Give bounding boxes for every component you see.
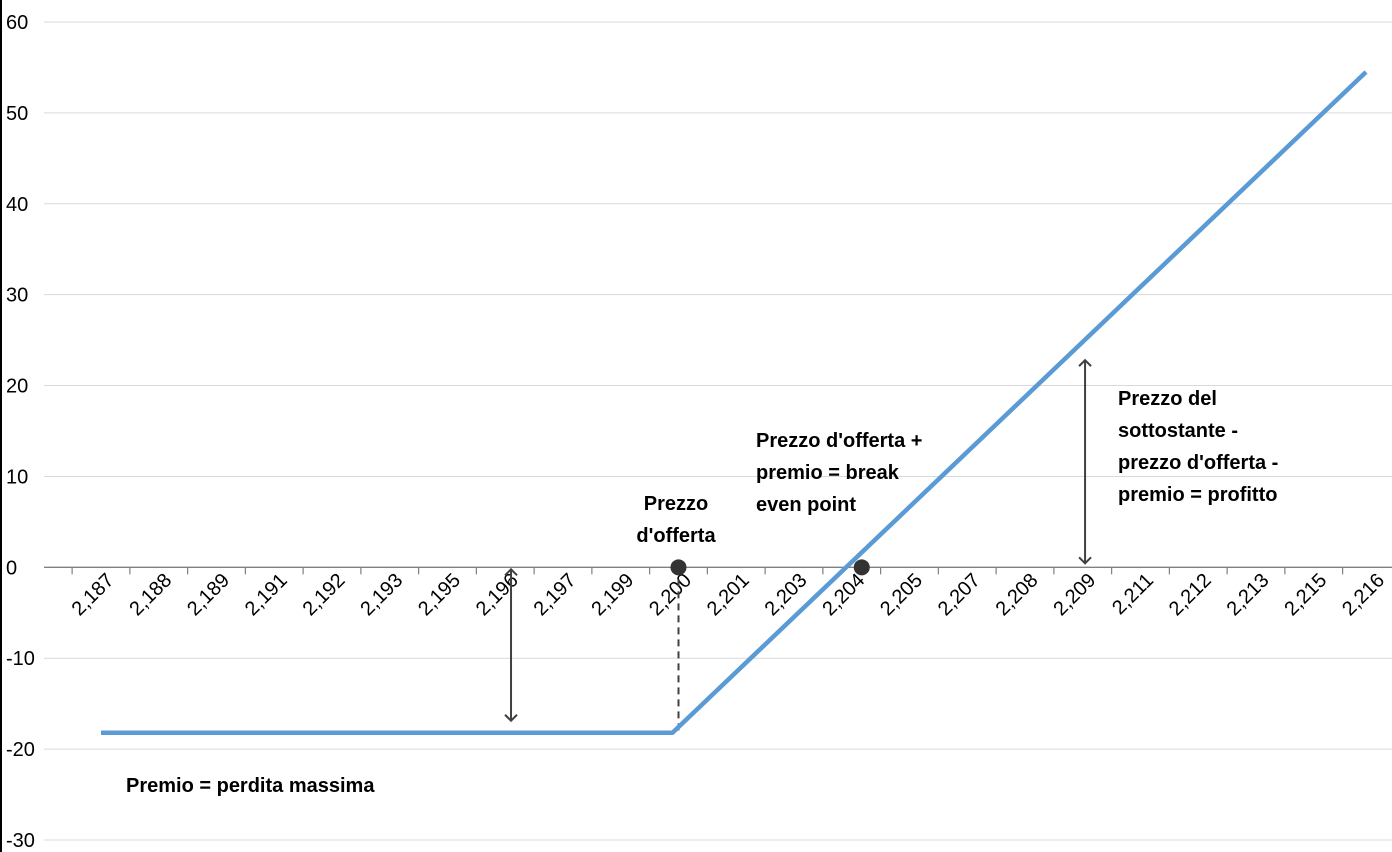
annotation-profit: Prezzo del sottostante - prezzo d'offerta …: [1118, 388, 1278, 506]
annotation-max-loss-line: Premio = perdita massima: [126, 775, 375, 797]
annotation-strike-line: d'offerta: [636, 525, 716, 547]
break-even-marker: [853, 559, 870, 576]
annotation-profit-line: sottostante -: [1118, 420, 1238, 442]
series-line-0: [101, 70, 1368, 736]
annotation-strike-line: Prezzo: [644, 493, 708, 515]
annotation-strike: Prezzo d'offerta: [636, 493, 716, 547]
strike-marker: [670, 559, 687, 576]
y-tick-label: 0: [6, 557, 17, 579]
marker-layer: [670, 559, 870, 576]
y-tick-label: 40: [6, 194, 28, 216]
y-tick-label: 60: [6, 12, 28, 34]
annotation-profit-line: premio = profitto: [1118, 484, 1277, 506]
annotation-break-even-line: premio = break: [756, 462, 900, 484]
y-tick-label: 30: [6, 285, 28, 307]
annotation-profit-line: prezzo d'offerta -: [1118, 452, 1278, 474]
y-tick-label: 10: [6, 466, 28, 488]
y-tick-label: -30: [6, 830, 35, 852]
y-tick-label: -10: [6, 648, 35, 670]
y-tick-label: 20: [6, 376, 28, 398]
annotation-max-loss: Premio = perdita massima: [126, 775, 375, 797]
annotation-break-even-line: even point: [756, 494, 856, 516]
annotation-guides: [504, 358, 1092, 733]
annotation-profit-line: Prezzo del: [1118, 388, 1217, 410]
x-axis: [44, 566, 1392, 575]
annotation-layer: Prezzo d'offerta Prezzo d'offerta + premio …: [126, 388, 1278, 797]
y-axis-ticks: 60 50 40 30 20 10 0 -10 -20 -30: [6, 12, 35, 852]
y-tick-label: 50: [6, 103, 28, 125]
series-layer: [101, 70, 1368, 736]
annotation-break-even: Prezzo d'offerta + premio = break even poi…: [756, 430, 922, 516]
annotation-break-even-line: Prezzo d'offerta +: [756, 430, 922, 452]
grid-lines: [44, 21, 1392, 841]
y-tick-label: -20: [6, 739, 35, 761]
